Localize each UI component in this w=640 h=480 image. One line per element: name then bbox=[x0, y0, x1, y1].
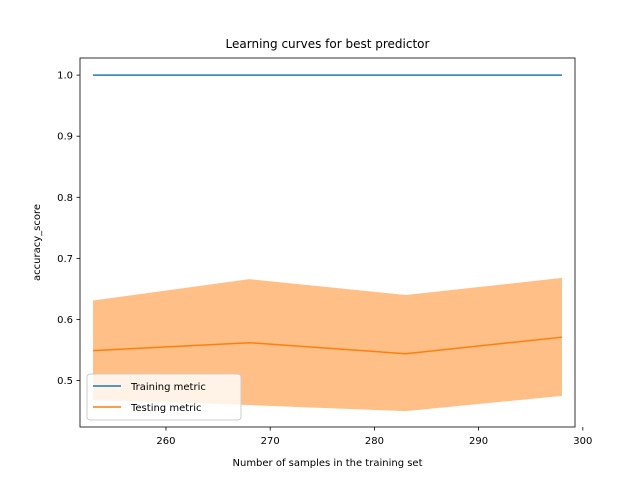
x-axis-label: Number of samples in the training set bbox=[233, 458, 423, 469]
x-tick-label: 270 bbox=[261, 436, 280, 447]
x-tick-label: 290 bbox=[469, 436, 488, 447]
y-tick-label: 0.7 bbox=[57, 254, 73, 265]
y-axis-label: accuracy_score bbox=[32, 204, 43, 281]
legend-box bbox=[86, 373, 242, 421]
legend-label-1: Testing metric bbox=[130, 403, 202, 414]
y-tick-label: 0.9 bbox=[57, 132, 73, 143]
y-tick-label: 0.5 bbox=[57, 376, 73, 387]
legend-label-0: Training metric bbox=[130, 382, 206, 393]
y-tick-label: 1.0 bbox=[57, 71, 73, 82]
chart-title: Learning curves for best predictor bbox=[226, 37, 430, 51]
x-tick-label: 280 bbox=[365, 436, 384, 447]
x-tick-label: 300 bbox=[573, 436, 592, 447]
series-line-1 bbox=[92, 336, 563, 355]
axes-frame bbox=[79, 57, 576, 428]
legend: Training metric Testing metric bbox=[86, 373, 242, 421]
y-tick-label: 0.6 bbox=[57, 315, 73, 326]
y-tick-label: 0.8 bbox=[57, 193, 73, 204]
x-tick-label: 260 bbox=[156, 436, 175, 447]
axis-ticks: 260 270 280 290 300 0.5 0.6 0.7 0.8 0.9 1.0 bbox=[57, 71, 592, 447]
